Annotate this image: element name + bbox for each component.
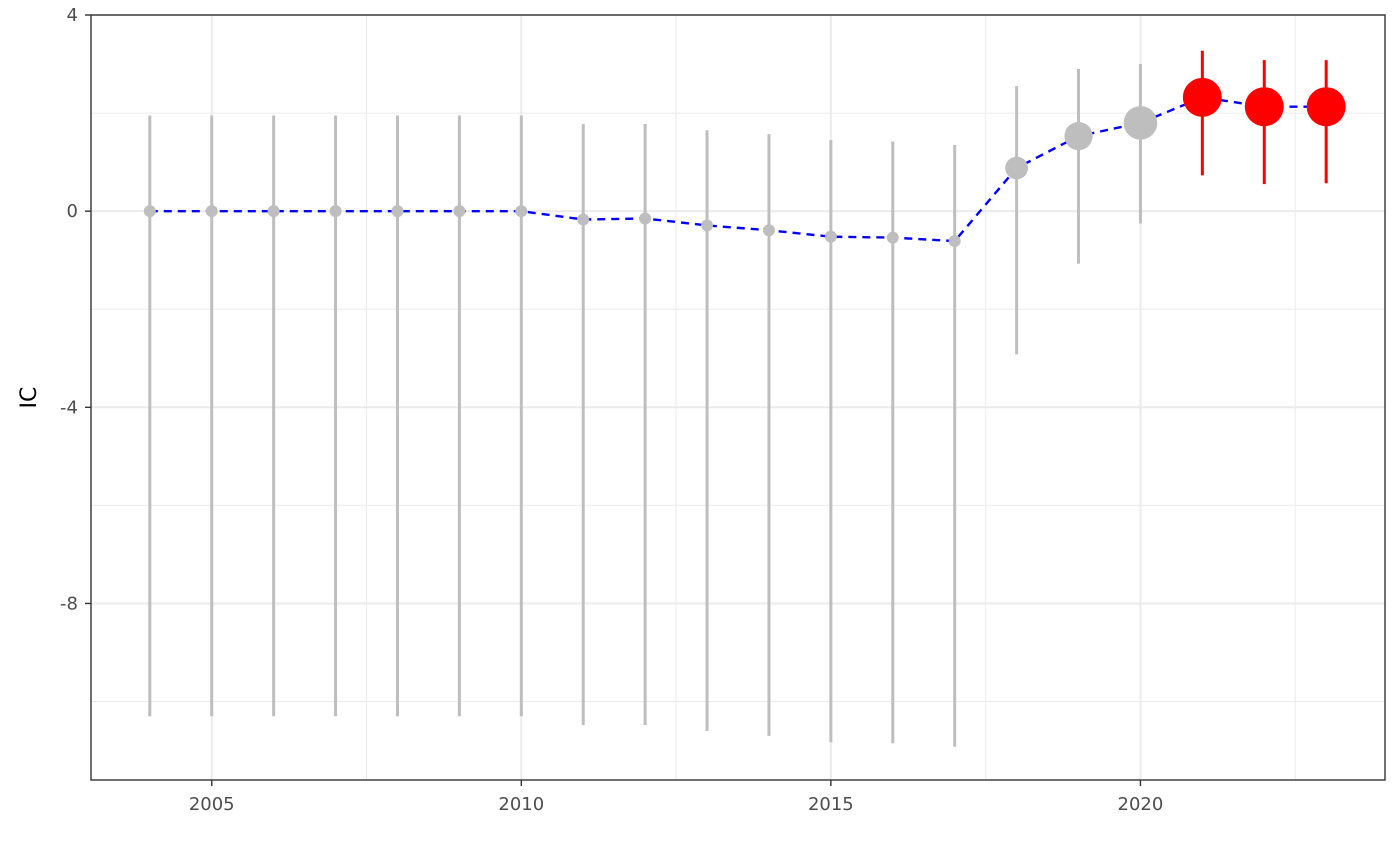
- x-tick-label: 2015: [808, 794, 854, 815]
- data-point: [205, 205, 218, 218]
- panel-border: [90, 14, 1386, 781]
- data-point: [701, 219, 714, 232]
- data-point: [824, 230, 837, 243]
- data-point: [762, 224, 775, 237]
- data-point: [1064, 122, 1093, 151]
- x-tick-label: 2005: [189, 794, 235, 815]
- data-point: [391, 205, 404, 218]
- data-point: [329, 205, 342, 218]
- x-tick-label: 2020: [1118, 794, 1164, 815]
- highlighted-point: [1244, 87, 1284, 127]
- highlighted-point: [1182, 77, 1222, 117]
- y-tick-label: 4: [67, 5, 78, 26]
- y-tick-label: -8: [60, 593, 78, 614]
- data-point: [143, 205, 156, 218]
- data-point: [1123, 106, 1158, 140]
- y-tick-label: -4: [60, 397, 78, 418]
- data-point: [948, 235, 961, 248]
- highlighted-point: [1306, 87, 1346, 127]
- data-points: [143, 77, 1346, 248]
- data-point: [639, 212, 652, 225]
- x-tick-label: 2010: [498, 794, 544, 815]
- data-point: [267, 205, 280, 218]
- data-point: [886, 231, 899, 244]
- y-axis-title: IC: [17, 387, 42, 409]
- data-point: [577, 213, 590, 226]
- data-point: [453, 205, 466, 218]
- data-point: [515, 205, 528, 218]
- y-tick-label: 0: [67, 201, 78, 222]
- axes: 2005 2010 2015 2020 -8 -4 0 4: [60, 5, 1163, 815]
- data-point: [1005, 156, 1029, 180]
